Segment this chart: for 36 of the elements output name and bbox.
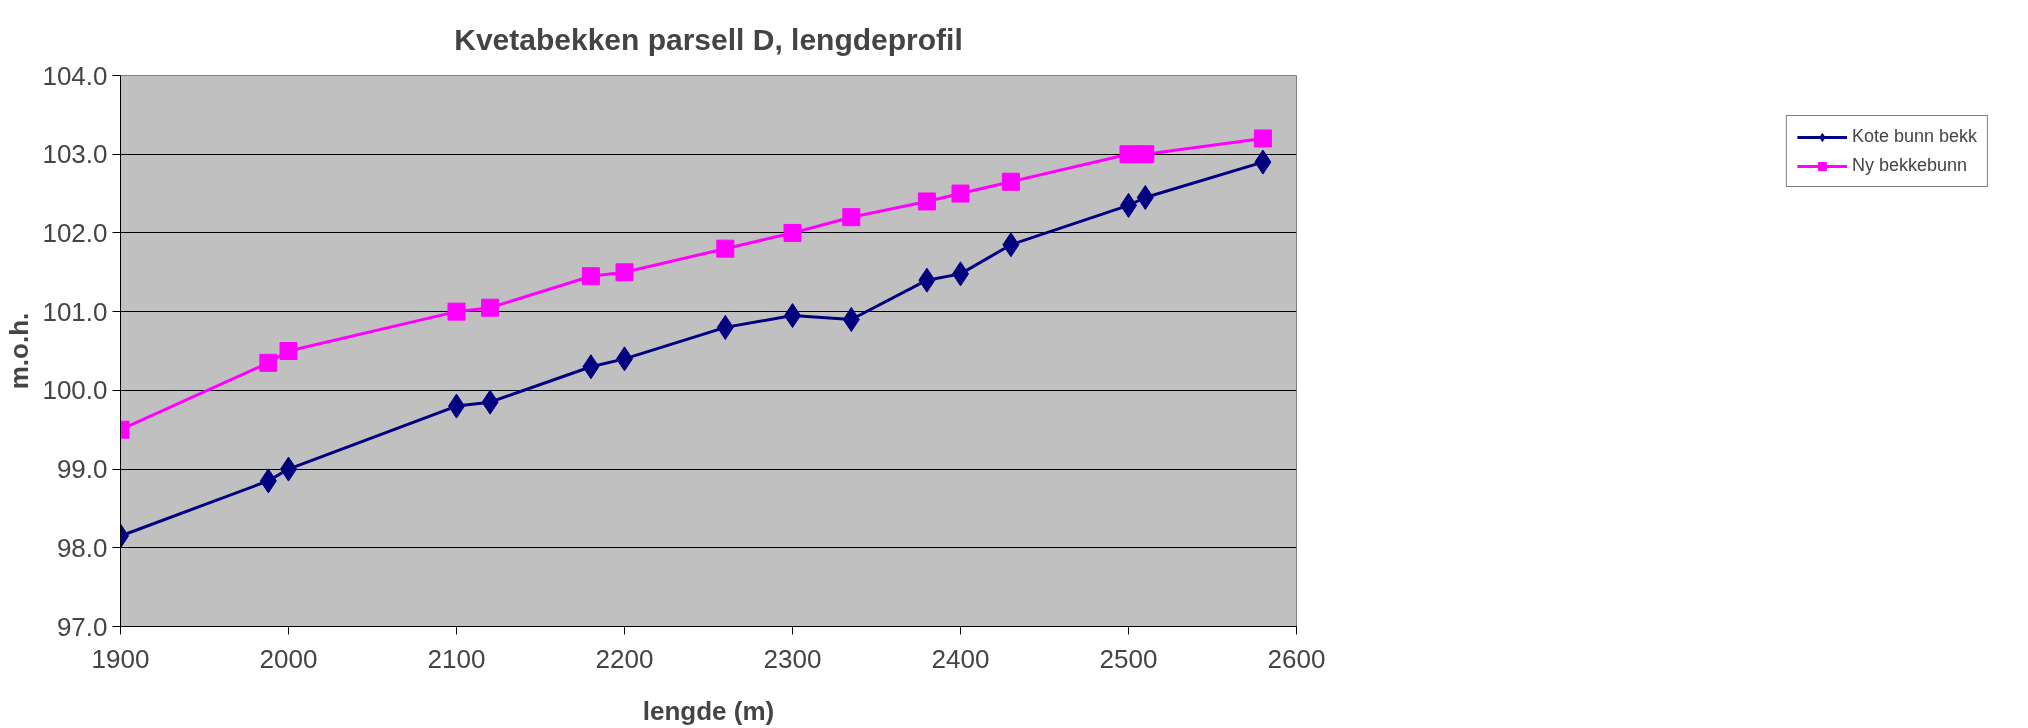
x-axis-title: lengde (m) [642,695,775,726]
legend-label: Ny bekkebunn [1851,155,1967,176]
point [783,223,802,242]
y-tick-label: 100.0 [42,375,108,406]
y-tick-label: 99.0 [56,454,108,485]
chart-title: Kvetabekken parsell D, lengdeprofil [454,22,963,56]
point [447,302,466,321]
x-tick-label: 2200 [595,643,654,674]
point [842,208,861,227]
point [951,184,970,203]
point [1119,145,1138,164]
y-tick-label: 102.0 [42,217,108,248]
point [279,342,298,360]
legend-label: Kote bunn bekk [1851,126,1977,147]
x-tick-label: 2300 [763,643,822,674]
y-axis-title: m.o.h. [4,312,35,390]
y-tick-label: 101.0 [42,296,108,327]
y-tick-label: 103.0 [42,139,108,170]
point [259,353,278,372]
x-tick-label: 2600 [1267,643,1326,674]
point [917,192,936,211]
y-tick-label: 98.0 [56,532,108,563]
point [581,267,600,286]
point [1136,145,1155,164]
y-tick-label: 104.0 [42,60,108,91]
x-tick-label: 2000 [259,643,318,674]
point [1001,172,1020,191]
point [481,298,500,317]
point [615,263,634,282]
point [1253,129,1272,148]
x-tick-label: 2400 [931,643,990,674]
point [716,239,735,258]
x-tick-label: 2100 [427,643,486,674]
x-tick-label: 1900 [91,643,150,674]
y-tick-label: 97.0 [56,611,108,642]
x-tick-label: 2500 [1099,643,1158,674]
